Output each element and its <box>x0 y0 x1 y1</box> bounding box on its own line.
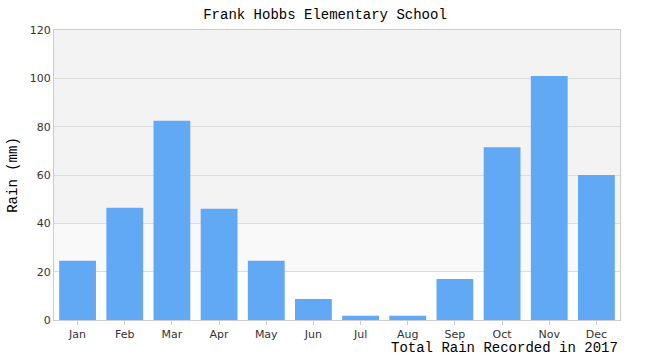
svg-text:Jan: Jan <box>68 328 86 341</box>
svg-text:Sep: Sep <box>445 328 466 341</box>
svg-text:60: 60 <box>37 169 51 182</box>
svg-text:Jul: Jul <box>353 328 367 341</box>
svg-text:Apr: Apr <box>210 328 230 341</box>
svg-text:Jun: Jun <box>304 328 322 341</box>
svg-text:Rain (mm): Rain (mm) <box>5 137 21 213</box>
svg-text:Frank Hobbs Elementary School: Frank Hobbs Elementary School <box>203 7 447 23</box>
svg-text:0: 0 <box>44 314 51 327</box>
svg-text:40: 40 <box>37 217 51 230</box>
svg-text:Total Rain Recorded in 2017: Total Rain Recorded in 2017 <box>391 340 618 356</box>
svg-text:Aug: Aug <box>397 328 418 341</box>
svg-text:Mar: Mar <box>162 328 183 341</box>
svg-text:May: May <box>255 328 278 341</box>
svg-text:Nov: Nov <box>539 328 561 341</box>
svg-text:100: 100 <box>30 72 51 85</box>
svg-text:Dec: Dec <box>586 328 607 341</box>
svg-text:Oct: Oct <box>493 328 513 341</box>
svg-text:120: 120 <box>30 24 51 37</box>
svg-text:20: 20 <box>37 266 51 279</box>
svg-text:Feb: Feb <box>115 328 134 341</box>
svg-text:80: 80 <box>37 121 51 134</box>
